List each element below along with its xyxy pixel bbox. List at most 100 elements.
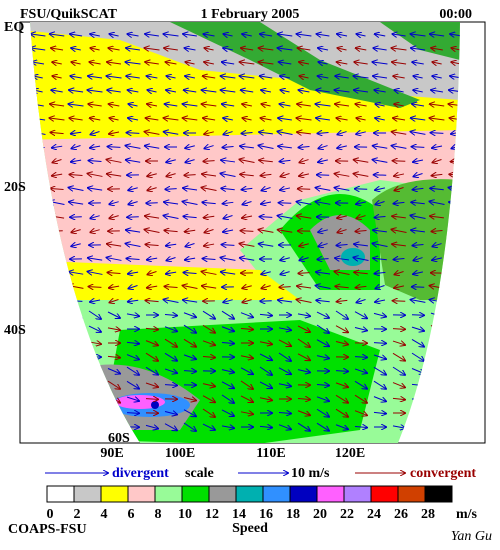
wind-arrow (71, 48, 81, 50)
wind-arrow (145, 244, 159, 245)
wind-arrow (109, 216, 119, 219)
wind-arrow (335, 188, 350, 191)
wind-arrow (241, 133, 253, 134)
wind-arrow (221, 310, 234, 319)
wind-arrow (337, 300, 348, 301)
wind-arrow (430, 34, 445, 36)
wind-arrow (223, 48, 233, 50)
wind-arrow (50, 34, 65, 36)
wind-arrow (107, 311, 120, 318)
wind-arrow (126, 380, 139, 388)
wind-arrow (183, 354, 196, 359)
wind-arrow (354, 76, 369, 78)
wind-arrow (69, 90, 84, 92)
wind-arrow (240, 160, 255, 163)
wind-arrow (240, 367, 253, 374)
wind-arrow (394, 174, 405, 176)
wind-arrow (126, 146, 141, 149)
wind-arrow (165, 189, 177, 190)
wind-arrow (69, 118, 83, 120)
wind-arrow (109, 34, 119, 36)
wind-arrow (223, 300, 233, 303)
wind-arrow (164, 423, 177, 431)
colorbar-tick: 20 (313, 507, 327, 522)
wind-arrow (204, 216, 215, 217)
wind-arrow (52, 62, 62, 64)
wind-arrow (240, 76, 255, 78)
wind-arrow (261, 104, 271, 106)
wind-arrow (280, 258, 290, 260)
wind-arrow (52, 174, 63, 176)
wind-arrow (242, 202, 252, 205)
wind-arrow (109, 104, 120, 106)
wind-arrow (261, 90, 272, 92)
wind-arrow (354, 327, 367, 330)
wind-arrow (52, 160, 62, 163)
wind-arrow (354, 410, 367, 416)
wind-arrow (335, 272, 350, 275)
wind-arrow (242, 104, 252, 106)
wind-arrow (145, 300, 159, 301)
wind-arrow (164, 352, 177, 360)
wind-arrow (107, 258, 122, 261)
wind-arrow (204, 244, 215, 246)
wind-arrow (145, 230, 160, 233)
wind-arrow (203, 34, 215, 36)
legend-scale-value: 10 m/s (291, 466, 330, 481)
wind-arrow (107, 76, 122, 78)
wind-arrow (126, 366, 139, 375)
wind-arrow (373, 76, 388, 78)
wind-arrow (90, 118, 101, 120)
wind-arrow (375, 34, 386, 36)
wind-arrow (356, 216, 366, 219)
wind-arrow (69, 202, 84, 204)
wind-arrow (222, 147, 234, 148)
wind-arrow (280, 76, 291, 78)
wind-arrow (335, 174, 350, 177)
wind-arrow (240, 328, 253, 329)
wind-arrow (259, 244, 274, 246)
wind-arrow (164, 216, 179, 219)
wind-arrow (316, 339, 329, 347)
wind-arrow (89, 161, 102, 162)
wind-arrow (335, 76, 349, 78)
wind-arrow (203, 118, 216, 120)
wind-arrow (202, 310, 215, 319)
wind-arrow (392, 62, 407, 64)
wind-arrow (146, 203, 158, 204)
wind-arrow (259, 381, 272, 388)
wind-arrow (337, 34, 348, 36)
wind-arrow (166, 272, 177, 274)
wind-arrow (221, 343, 234, 344)
colorbar-tick: 18 (286, 507, 300, 522)
wind-arrow (221, 90, 236, 92)
wind-arrow (354, 357, 367, 358)
wind-arrow (373, 412, 386, 413)
wind-arrow (297, 202, 312, 205)
wind-arrow (221, 174, 236, 177)
wind-arrow (202, 357, 215, 358)
wind-arrow (316, 408, 329, 417)
wind-arrow (337, 62, 348, 64)
wind-arrow (71, 132, 82, 134)
wind-arrow (147, 286, 158, 288)
wind-arrow (183, 202, 198, 205)
wind-arrow (356, 34, 366, 36)
wind-arrow (335, 310, 348, 319)
wind-arrow (411, 34, 426, 36)
wind-arrow (297, 338, 310, 347)
wind-arrow (356, 48, 367, 50)
colorbar-tick: 24 (367, 507, 381, 522)
wind-arrow (240, 412, 253, 414)
wind-arrow (204, 146, 214, 149)
colorbar-swatch (235, 485, 264, 503)
wind-arrow (183, 286, 198, 289)
wind-arrow (221, 381, 234, 388)
colorbar-swatch (154, 485, 183, 503)
wind-arrow (221, 272, 236, 274)
wind-arrow (164, 411, 177, 414)
colorbar-tick: 4 (101, 507, 108, 522)
wind-arrow (261, 202, 272, 204)
wind-arrow (145, 216, 160, 218)
wind-arrow (221, 326, 234, 332)
